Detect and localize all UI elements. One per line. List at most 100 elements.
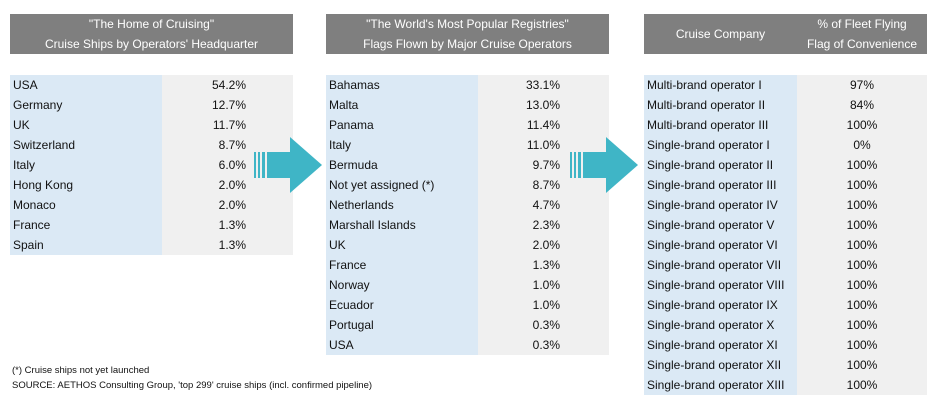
row-name: Bahamas [326,75,478,95]
panel-headquarters-rows: USA 54.2% Germany 12.7% UK 11.7% Switzerland 8.… [10,75,293,255]
table-row: Multi-brand operator I 97% [644,75,927,95]
panel-registries-rows: Bahamas 33.1% Malta 13.0% Panama 11.4% Italy 11… [326,75,609,355]
row-value: 6.0% [162,155,293,175]
row-value: 2.0% [162,175,293,195]
row-value: 11.4% [478,115,609,135]
row-name: UK [10,115,162,135]
row-value: 100% [797,335,927,355]
table-row: France 1.3% [326,255,609,275]
fleet-flag-header: % of Fleet Flying Flag of Convenience [797,14,927,54]
table-row: Single-brand operator XI 100% [644,335,927,355]
table-row: Not yet assigned (*) 8.7% [326,175,609,195]
row-value: 100% [797,155,927,175]
row-name: France [10,215,162,235]
panel-headquarters: "The Home of Cruising" Cruise Ships by O… [10,14,293,255]
row-value: 33.1% [478,75,609,95]
table-row: UK 2.0% [326,235,609,255]
row-value: 100% [797,375,927,395]
table-row: Panama 11.4% [326,115,609,135]
row-value: 100% [797,275,927,295]
panel-flag-of-convenience: Cruise Company % of Fleet Flying Flag of… [644,14,927,395]
table-row: Portugal 0.3% [326,315,609,335]
footnote-asterisk: (*) Cruise ships not yet launched [12,365,150,376]
panel-registries: "The World's Most Popular Registries" Fl… [326,14,609,355]
footnote-source: SOURCE: AETHOS Consulting Group, 'top 29… [12,380,373,391]
panel-headquarters-subtitle: Cruise Ships by Operators' Headquarter [44,37,259,51]
row-value: 0.3% [478,335,609,355]
table-row: Single-brand operator VII 100% [644,255,927,275]
row-value: 1.3% [162,235,293,255]
row-value: 1.3% [162,215,293,235]
table-row: Hong Kong 2.0% [10,175,293,195]
row-name: Ecuador [326,295,478,315]
table-row: Single-brand operator VI 100% [644,235,927,255]
row-name: Single-brand operator V [644,215,797,235]
table-row: Ecuador 1.0% [326,295,609,315]
row-value: 2.0% [478,235,609,255]
row-name: Switzerland [10,135,162,155]
panel-headquarters-header: "The Home of Cruising" Cruise Ships by O… [10,14,293,54]
row-value: 9.7% [478,155,609,175]
row-name: USA [10,75,162,95]
row-name: Portugal [326,315,478,335]
table-row: France 1.3% [10,215,293,235]
row-value: 100% [797,235,927,255]
table-row: Single-brand operator I 0% [644,135,927,155]
panel-registries-header: "The World's Most Popular Registries" Fl… [326,14,609,54]
table-row: Single-brand operator VIII 100% [644,275,927,295]
row-name: Marshall Islands [326,215,478,235]
row-value: 0.3% [478,315,609,335]
row-value: 100% [797,215,927,235]
row-name: Bermuda [326,155,478,175]
table-row: Single-brand operator IX 100% [644,295,927,315]
row-name: Malta [326,95,478,115]
row-name: Single-brand operator II [644,155,797,175]
row-name: Monaco [10,195,162,215]
table-row: Marshall Islands 2.3% [326,215,609,235]
row-name: Single-brand operator X [644,315,797,335]
row-value: 1.0% [478,295,609,315]
arrow-right-icon [254,137,322,193]
row-name: Multi-brand operator III [644,115,797,135]
row-name: Panama [326,115,478,135]
row-value: 97% [797,75,927,95]
row-name: Germany [10,95,162,115]
row-value: 11.7% [162,115,293,135]
row-value: 0% [797,135,927,155]
row-value: 8.7% [162,135,293,155]
row-name: Not yet assigned (*) [326,175,478,195]
row-value: 8.7% [478,175,609,195]
table-row: Malta 13.0% [326,95,609,115]
row-name: Single-brand operator VIII [644,275,797,295]
panel-flag-of-convenience-rows: Multi-brand operator I 97% Multi-brand ope… [644,75,927,395]
row-value: 1.3% [478,255,609,275]
table-row: Monaco 2.0% [10,195,293,215]
row-name: Norway [326,275,478,295]
panel-headquarters-title: "The Home of Cruising" [88,17,215,31]
table-row: Single-brand operator II 100% [644,155,927,175]
table-row: Multi-brand operator III 100% [644,115,927,135]
row-value: 100% [797,315,927,335]
row-value: 100% [797,255,927,275]
fleet-flag-header-line2: Flag of Convenience [806,37,918,51]
row-name: France [326,255,478,275]
row-value: 1.0% [478,275,609,295]
row-name: Single-brand operator VII [644,255,797,275]
row-value: 100% [797,195,927,215]
panel-flag-of-convenience-header: Cruise Company % of Fleet Flying Flag of… [644,14,927,54]
row-name: Single-brand operator III [644,175,797,195]
table-row: Germany 12.7% [10,95,293,115]
row-value: 11.0% [478,135,609,155]
row-name: UK [326,235,478,255]
table-row: Bermuda 9.7% [326,155,609,175]
row-value: 12.7% [162,95,293,115]
row-name: Spain [10,235,162,255]
table-row: Single-brand operator XII 100% [644,355,927,375]
table-row: Single-brand operator IV 100% [644,195,927,215]
row-name: Single-brand operator I [644,135,797,155]
row-name: Single-brand operator VI [644,235,797,255]
table-row: UK 11.7% [10,115,293,135]
row-value: 100% [797,355,927,375]
row-value: 54.2% [162,75,293,95]
table-row: Single-brand operator V 100% [644,215,927,235]
